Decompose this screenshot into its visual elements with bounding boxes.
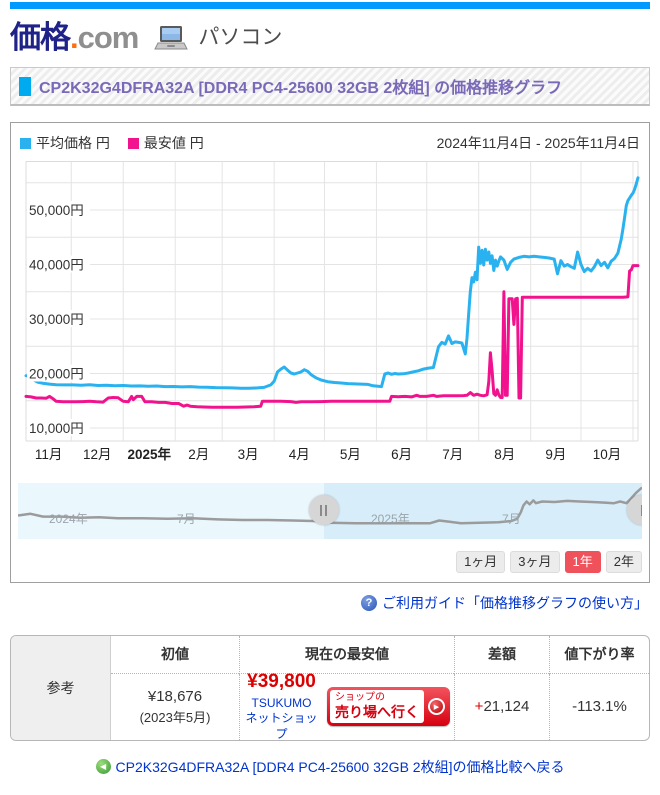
logo-com-text: com (77, 20, 140, 55)
range-button-1year[interactable]: 1年 (564, 551, 601, 573)
shop-name-link[interactable]: TSUKUMO ネットショップ (245, 695, 318, 741)
category-label[interactable]: パソコン (198, 26, 283, 49)
svg-text:6月: 6月 (391, 447, 412, 462)
initial-price-cell: ¥18,676 (2023年5月) (140, 686, 211, 728)
logo-dot: . (70, 20, 79, 55)
price-chart-panel: 平均価格 円 最安値 円 2024年11月4日 - 2025年11月4日 10,… (10, 122, 650, 583)
top-accent-bar (10, 2, 650, 9)
navigator-right-handle[interactable] (627, 495, 642, 525)
range-button-1month[interactable]: 1ヶ月 (456, 551, 506, 573)
svg-text:2025年: 2025年 (371, 512, 410, 526)
play-arrow-icon: ▶ (428, 698, 445, 716)
svg-text:11月: 11月 (35, 447, 63, 462)
navigator-unselected-region (18, 483, 324, 539)
reference-row-label: 参考 (11, 635, 111, 740)
site-header: 価格.com パソコン (10, 21, 650, 53)
go-to-shop-button[interactable]: ショップの 売り場へ行く ▶ (327, 687, 450, 726)
svg-text:50,000円: 50,000円 (29, 203, 84, 218)
column-header-drop-rate: 値下がり率 (549, 635, 649, 674)
svg-text:8月: 8月 (494, 447, 515, 462)
current-lowest-price: ¥39,800 (247, 670, 316, 692)
column-header-difference: 差額 (454, 635, 549, 674)
laptop-icon (154, 26, 189, 50)
back-arrow-icon: ◀ (95, 759, 111, 775)
guide-link-row: ? ご利用ガイド「価格推移グラフの使い方」 (10, 593, 648, 613)
svg-text:5月: 5月 (340, 447, 361, 462)
svg-text:10月: 10月 (593, 447, 622, 462)
back-to-price-comparison-link[interactable]: CP2K32G4DFRA32A [DDR4 PC4-25600 32GB 2枚組… (115, 758, 565, 775)
legend-label-lowest: 最安値 円 (143, 135, 204, 151)
navigator-overview-line: 2024年 7月 2025年 7月 (18, 486, 642, 526)
column-header-initial-price: 初値 (111, 636, 239, 674)
logo-kakaku-text: 価格 (10, 20, 71, 55)
svg-text:30,000円: 30,000円 (29, 312, 84, 327)
price-history-chart: 10,000円 20,000円 30,000円 40,000円 50,000円 11月 12… (24, 161, 640, 462)
legend-label-average: 平均価格 円 (36, 135, 110, 151)
svg-text:3月: 3月 (238, 447, 259, 462)
svg-text:12月: 12月 (83, 447, 112, 462)
navigator-selected-region (323, 483, 642, 539)
page-title-bar: CP2K32G4DFRA32A [DDR4 PC4-25600 32GB 2枚組… (10, 67, 650, 106)
difference-cell: +21,124 (454, 673, 549, 740)
svg-text:2月: 2月 (188, 447, 209, 462)
range-button-row: 1ヶ月 3ヶ月 1年 2年 (18, 551, 642, 575)
drop-rate-cell: -113.1% (549, 673, 649, 740)
svg-text:9月: 9月 (545, 447, 566, 462)
svg-text:4月: 4月 (289, 447, 310, 462)
kakaku-logo[interactable]: 価格.com (10, 20, 140, 55)
svg-text:7月: 7月 (442, 447, 463, 462)
initial-price-date: (2023年5月) (139, 710, 211, 726)
range-button-3months[interactable]: 3ヶ月 (510, 551, 560, 573)
svg-text:2025年: 2025年 (127, 446, 171, 462)
svg-text:10,000円: 10,000円 (29, 421, 84, 436)
chart-date-range: 2024年11月4日 - 2025年11月4日 (436, 135, 640, 151)
legend-swatch-lowest (127, 137, 139, 149)
svg-text:7月: 7月 (177, 512, 196, 526)
title-accent-block (19, 76, 31, 96)
navigator-left-handle[interactable] (308, 495, 339, 525)
svg-text:7月: 7月 (502, 512, 521, 526)
column-header-current-lowest: 現在の最安値 (239, 635, 454, 674)
initial-price-value: ¥18,676 (147, 687, 203, 705)
reference-table: 参考 初値 現在の最安値 差額 値下がり率 ¥18,676 (2023年5月) … (10, 634, 650, 741)
chart-legend: 平均価格 円 最安値 円 2024年11月4日 - 2025年11月4日 (18, 130, 642, 161)
chart-range-navigator[interactable]: 2024年 7月 2025年 7月 (18, 483, 642, 539)
difference-sign: + (474, 698, 484, 716)
usage-guide-link[interactable]: ご利用ガイド「価格推移グラフの使い方」 (382, 594, 648, 611)
difference-value: 21,124 (483, 698, 530, 716)
question-icon: ? (361, 594, 377, 611)
legend-swatch-average (20, 137, 31, 149)
range-button-2years[interactable]: 2年 (605, 551, 642, 573)
page-title: CP2K32G4DFRA32A [DDR4 PC4-25600 32GB 2枚組… (39, 80, 563, 97)
back-link-row: ◀ CP2K32G4DFRA32A [DDR4 PC4-25600 32GB 2… (10, 757, 650, 777)
current-lowest-cell: ¥39,800 TSUKUMO ネットショップ ショップの 売り場へ行く ▶ (239, 670, 454, 741)
svg-text:40,000円: 40,000円 (29, 258, 84, 273)
svg-text:20,000円: 20,000円 (29, 367, 84, 382)
svg-text:2024年: 2024年 (49, 512, 88, 526)
